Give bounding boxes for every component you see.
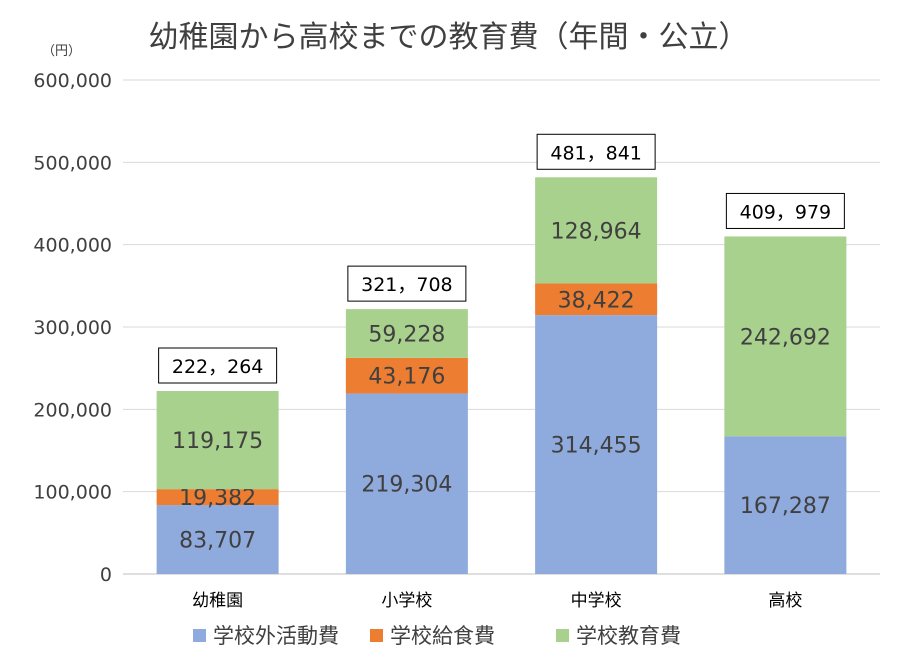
total-label-box [725, 192, 845, 229]
bar-segment [156, 391, 279, 490]
y-tick-label: 0 [100, 564, 112, 586]
legend-swatch [370, 629, 383, 642]
total-label: 409，979 [740, 201, 832, 223]
y-tick-label: 100,000 [33, 482, 112, 504]
chart-title: 幼稚園から高校までの教育費（年間・公立） [148, 20, 749, 55]
data-label: 19,382 [179, 486, 256, 511]
bar-segment [345, 357, 468, 394]
x-tick-label: 小学校 [381, 591, 432, 611]
y-tick-label: 200,000 [33, 399, 112, 421]
data-label: 167,287 [740, 494, 831, 519]
legend-label: 学校教育費 [576, 624, 681, 648]
data-label: 128,964 [551, 219, 642, 244]
total-label-box [158, 347, 278, 384]
total-label-box [536, 133, 656, 170]
data-label: 219,304 [361, 473, 452, 498]
bar-segment [535, 315, 658, 574]
total-label: 222，264 [172, 356, 264, 378]
y-axis-unit-label: （円） [42, 44, 82, 59]
data-label: 119,175 [172, 429, 263, 454]
total-label-box [347, 265, 467, 302]
y-tick-label: 400,000 [33, 235, 112, 257]
x-tick-label: 中学校 [571, 591, 622, 611]
data-label: 314,455 [551, 434, 642, 459]
y-tick-label: 600,000 [33, 70, 112, 92]
bar-segment [156, 489, 279, 506]
bar-segment [345, 393, 468, 574]
x-tick-label: 高校 [768, 591, 802, 611]
data-label: 59,228 [368, 323, 445, 348]
bar-segment [724, 436, 847, 574]
bar-segment [535, 283, 658, 316]
bar-segment [724, 236, 847, 437]
data-label: 43,176 [368, 365, 445, 390]
x-tick-label: 幼稚園 [192, 591, 243, 611]
total-label: 321，708 [361, 274, 453, 296]
y-tick-label: 300,000 [33, 317, 112, 339]
bar-segment [156, 505, 279, 574]
y-tick-label: 500,000 [33, 152, 112, 174]
legend-swatch [556, 629, 569, 642]
bar-segment [345, 309, 468, 358]
legend-label: 学校給食費 [390, 624, 495, 648]
bar-segment [535, 177, 658, 284]
legend-swatch [193, 629, 206, 642]
data-label: 38,422 [558, 288, 635, 313]
data-label: 83,707 [179, 529, 256, 554]
legend-label: 学校外活動費 [213, 624, 339, 648]
data-label: 242,692 [740, 325, 831, 350]
total-label: 481，841 [550, 142, 642, 164]
